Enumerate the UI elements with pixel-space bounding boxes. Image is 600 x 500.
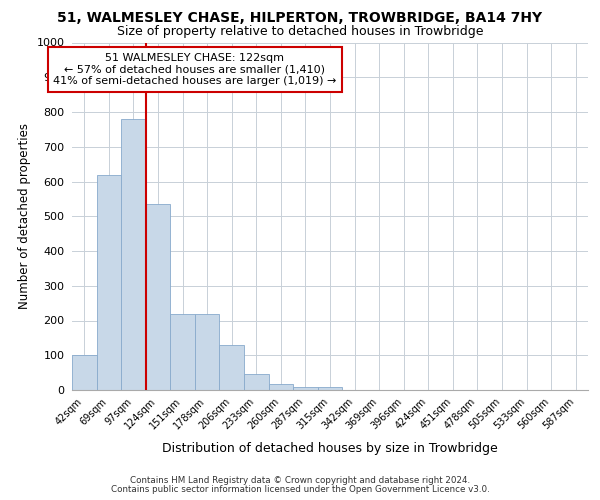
Text: Size of property relative to detached houses in Trowbridge: Size of property relative to detached ho… (117, 25, 483, 38)
Text: 51 WALMESLEY CHASE: 122sqm
← 57% of detached houses are smaller (1,410)
41% of s: 51 WALMESLEY CHASE: 122sqm ← 57% of deta… (53, 53, 337, 86)
Bar (72, 355, 97, 390)
Bar (244, 374, 269, 390)
Bar (269, 384, 293, 390)
Bar (293, 386, 318, 390)
Bar (170, 314, 195, 390)
Bar (146, 204, 170, 390)
Text: Contains HM Land Registry data © Crown copyright and database right 2024.: Contains HM Land Registry data © Crown c… (130, 476, 470, 485)
Bar (97, 174, 121, 390)
Text: Contains public sector information licensed under the Open Government Licence v3: Contains public sector information licen… (110, 485, 490, 494)
Bar (195, 314, 220, 390)
Bar (220, 345, 244, 390)
Bar (318, 386, 342, 390)
Bar (121, 119, 146, 390)
X-axis label: Distribution of detached houses by size in Trowbridge: Distribution of detached houses by size … (162, 442, 498, 456)
Y-axis label: Number of detached properties: Number of detached properties (18, 123, 31, 309)
Text: 51, WALMESLEY CHASE, HILPERTON, TROWBRIDGE, BA14 7HY: 51, WALMESLEY CHASE, HILPERTON, TROWBRID… (58, 12, 542, 26)
